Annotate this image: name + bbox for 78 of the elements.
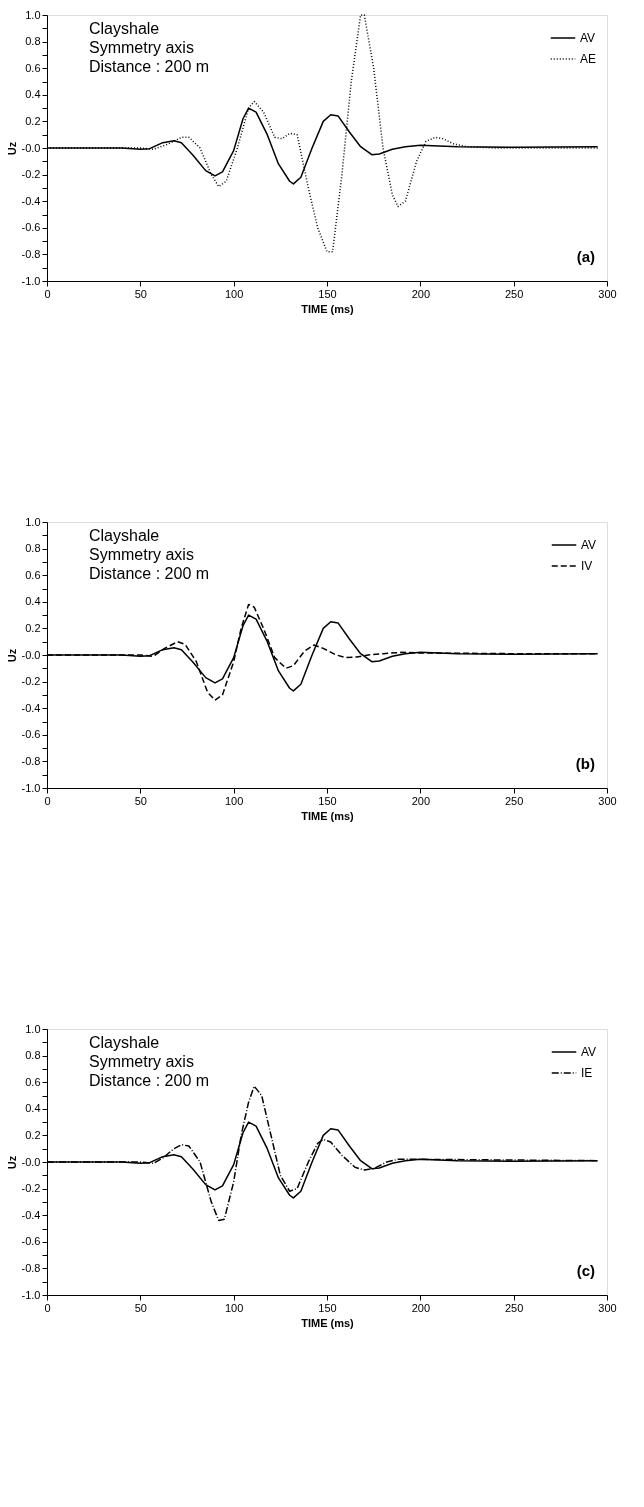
y-axis-title: Uz bbox=[5, 648, 18, 663]
x-tick-label: 0 bbox=[44, 1301, 51, 1314]
annotation: Clayshale bbox=[89, 20, 160, 37]
annotation: Symmetry axis bbox=[89, 1053, 194, 1070]
y-tick-label: -0.0 bbox=[21, 141, 41, 154]
x-axis-title: TIME (ms) bbox=[301, 302, 355, 315]
y-tick-label: -0.0 bbox=[21, 648, 41, 661]
y-tick-label: -0.8 bbox=[21, 1261, 41, 1274]
x-tick-label: 50 bbox=[134, 287, 147, 300]
x-tick-label: 250 bbox=[504, 1301, 524, 1314]
y-tick-label: 0.4 bbox=[25, 1102, 41, 1115]
y-tick-label: 0.6 bbox=[25, 1075, 41, 1088]
x-tick-label: 100 bbox=[224, 287, 244, 300]
y-tick-label: -0.2 bbox=[21, 1182, 41, 1195]
x-tick-label: 0 bbox=[44, 287, 51, 300]
y-tick-label: 0.8 bbox=[25, 1049, 41, 1062]
y-tick-label: -0.6 bbox=[21, 1235, 41, 1248]
y-tick-label: 0.2 bbox=[25, 114, 41, 127]
x-tick-label: 300 bbox=[598, 1301, 617, 1314]
y-tick-label: -0.2 bbox=[21, 675, 41, 688]
y-tick-label: -0.0 bbox=[21, 1155, 41, 1168]
x-tick-label: 200 bbox=[411, 794, 431, 807]
annotation: (a) bbox=[576, 248, 595, 265]
x-tick-label: 250 bbox=[504, 287, 524, 300]
annotation: Distance : 200 m bbox=[89, 58, 210, 75]
y-tick-label: -0.4 bbox=[21, 1208, 41, 1221]
x-tick-label: 50 bbox=[134, 1301, 147, 1314]
y-tick-label: -0.4 bbox=[21, 701, 41, 714]
y-tick-label: 0.4 bbox=[25, 595, 41, 608]
y-tick-label: 0.2 bbox=[25, 1128, 41, 1141]
legend-label: AV bbox=[581, 1045, 597, 1059]
x-tick-label: 100 bbox=[224, 794, 244, 807]
y-tick-label: -1.0 bbox=[21, 274, 41, 287]
legend-label: IE bbox=[581, 1066, 593, 1080]
x-tick-label: 200 bbox=[411, 1301, 431, 1314]
y-tick-label: -0.6 bbox=[21, 221, 41, 234]
annotation: (b) bbox=[575, 755, 595, 772]
annotation: Symmetry axis bbox=[89, 546, 194, 563]
annotation: Clayshale bbox=[89, 527, 160, 544]
annotation: Distance : 200 m bbox=[89, 1072, 210, 1089]
y-tick-label: 1.0 bbox=[25, 8, 41, 21]
y-tick-label: -0.8 bbox=[21, 247, 41, 260]
x-tick-label: 100 bbox=[224, 1301, 244, 1314]
y-tick-label: 0.6 bbox=[25, 568, 41, 581]
x-tick-label: 150 bbox=[318, 794, 337, 807]
y-tick-label: -0.4 bbox=[21, 194, 41, 207]
y-tick-label: 0.8 bbox=[25, 542, 41, 555]
legend-label: AV bbox=[580, 31, 596, 45]
y-tick-label: -0.6 bbox=[21, 728, 41, 741]
y-tick-label: -0.2 bbox=[21, 168, 41, 181]
x-tick-label: 0 bbox=[44, 794, 51, 807]
y-tick-label: 0.6 bbox=[25, 61, 41, 74]
y-tick-label: -0.8 bbox=[21, 754, 41, 767]
x-tick-label: 300 bbox=[598, 287, 617, 300]
x-tick-label: 300 bbox=[598, 794, 617, 807]
y-tick-label: 0.2 bbox=[25, 621, 41, 634]
y-axis-title: Uz bbox=[5, 141, 18, 156]
x-axis-title: TIME (ms) bbox=[301, 809, 355, 822]
legend-label: AE bbox=[580, 52, 597, 66]
annotation: Distance : 200 m bbox=[89, 565, 210, 582]
legend-label: IV bbox=[581, 559, 593, 573]
y-tick-label: 0.8 bbox=[25, 35, 41, 48]
x-tick-label: 250 bbox=[504, 794, 524, 807]
annotation: (c) bbox=[576, 1262, 595, 1279]
x-tick-label: 200 bbox=[411, 287, 431, 300]
y-tick-label: 1.0 bbox=[25, 1022, 41, 1035]
legend-label: AV bbox=[581, 538, 597, 552]
x-axis-title: TIME (ms) bbox=[301, 1316, 355, 1329]
y-tick-label: -1.0 bbox=[21, 1288, 41, 1301]
y-tick-label: -1.0 bbox=[21, 781, 41, 794]
y-axis-title: Uz bbox=[5, 1155, 18, 1170]
y-tick-label: 0.4 bbox=[25, 88, 41, 101]
annotation: Symmetry axis bbox=[89, 39, 194, 56]
annotation: Clayshale bbox=[89, 1034, 160, 1051]
y-tick-label: 1.0 bbox=[25, 515, 41, 528]
x-tick-label: 150 bbox=[318, 287, 337, 300]
x-tick-label: 50 bbox=[134, 794, 147, 807]
x-tick-label: 150 bbox=[318, 1301, 337, 1314]
